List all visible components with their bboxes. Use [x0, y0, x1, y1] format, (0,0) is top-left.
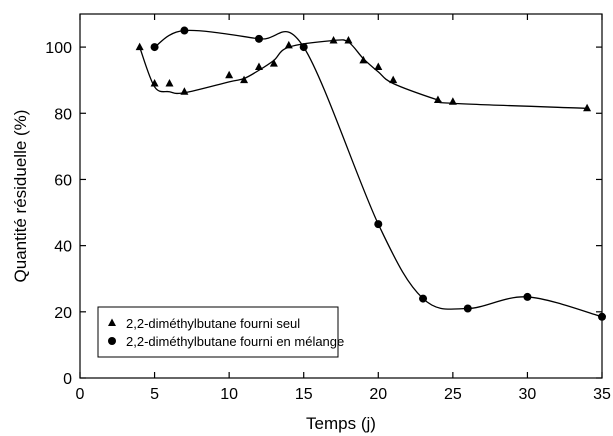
legend-marker-circle	[108, 337, 116, 345]
y-tick-label: 40	[54, 239, 72, 256]
x-tick-label: 10	[220, 386, 238, 403]
legend-label: 2,2-diméthylbutane fourni en mélange	[126, 334, 344, 349]
series-curves	[139, 29, 603, 318]
data-point-circle	[523, 292, 532, 301]
data-point-circle	[419, 294, 428, 303]
series-line-1	[139, 39, 588, 109]
data-point-triangle	[448, 97, 457, 105]
series-line-2	[154, 29, 603, 318]
y-tick-label: 100	[45, 40, 72, 57]
data-point-circle	[299, 43, 308, 52]
series-markers-2	[150, 26, 606, 321]
x-tick-label: 15	[295, 386, 313, 403]
data-point-triangle	[240, 75, 249, 84]
x-tick-label: 30	[519, 386, 537, 403]
data-point-triangle	[150, 78, 159, 87]
data-point-circle	[463, 304, 472, 313]
y-tick-label: 20	[54, 305, 72, 322]
y-axis-title: Quantité résiduelle (%)	[11, 110, 30, 283]
data-point-circle	[598, 312, 606, 321]
data-point-circle	[254, 34, 263, 43]
axes: 0 5 10 15 20 25 30 35 0 20 40 60 80 100 Temps (j) Quant…	[11, 13, 611, 433]
legend-box	[97, 306, 339, 358]
y-tick-label: 0	[63, 371, 72, 388]
x-tick-label: 20	[369, 386, 387, 403]
x-tick-label: 35	[593, 386, 611, 403]
data-point-triangle	[374, 62, 383, 70]
data-point-circle	[374, 220, 383, 229]
legend: 2,2-diméthylbutane fourni seul 2,2-diméth…	[97, 306, 344, 358]
legend-marker-triangle	[108, 318, 116, 326]
y-tick-label: 60	[54, 172, 72, 189]
data-point-triangle	[389, 75, 398, 84]
data-point-circle	[150, 43, 159, 52]
x-tick-label: 0	[76, 386, 85, 403]
legend-label: 2,2-diméthylbutane fourni seul	[126, 316, 300, 331]
data-point-triangle	[433, 95, 442, 104]
data-point-triangle	[359, 55, 368, 64]
data-point-triangle	[344, 35, 353, 44]
series-markers-1	[135, 35, 592, 112]
series-markers	[135, 26, 606, 321]
data-point-triangle	[135, 42, 144, 51]
data-point-triangle	[225, 70, 234, 79]
x-tick-label: 25	[444, 386, 462, 403]
data-point-triangle	[180, 87, 189, 95]
plot-frame	[79, 13, 603, 379]
data-point-triangle	[269, 59, 278, 67]
y-tick-label: 80	[54, 106, 72, 123]
x-tick-label: 5	[150, 386, 159, 403]
data-point-circle	[180, 26, 189, 35]
data-point-triangle	[284, 40, 293, 49]
x-axis-title: Temps (j)	[306, 414, 376, 433]
data-point-triangle	[165, 78, 174, 87]
data-point-triangle	[254, 62, 263, 70]
data-point-triangle	[583, 103, 592, 112]
data-point-triangle	[329, 35, 338, 44]
